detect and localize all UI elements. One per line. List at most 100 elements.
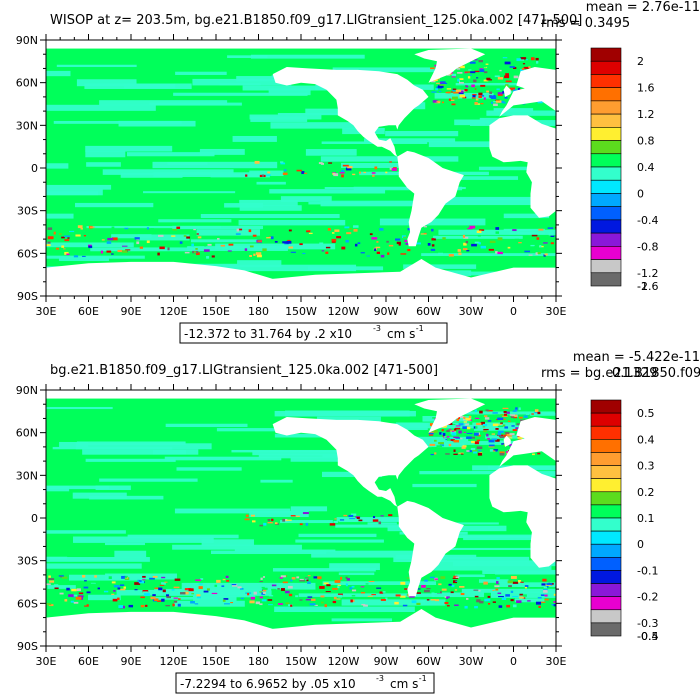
land-eurasia: [499, 67, 556, 117]
colorbar-swatch: [590, 74, 622, 88]
colorbar-label: 0.8: [637, 135, 655, 148]
lon-label: 0: [510, 305, 517, 318]
land-south-america: [397, 500, 464, 597]
colorbar-swatch: [590, 206, 622, 221]
colorbar-swatch: [590, 543, 622, 558]
colorbar-swatch: [590, 517, 622, 532]
colorbar-label: 2: [637, 55, 644, 68]
range-exponent: -3: [373, 324, 381, 333]
colorbar-swatch: [590, 557, 622, 571]
land-borneo: [668, 508, 682, 524]
lat-label: 30N: [16, 119, 38, 132]
panel-title: WISOP at z= 203.5m, bg.e21.B1850.f09_g17…: [50, 13, 582, 28]
lon-label: 30E: [546, 305, 567, 318]
colorbar-label: -0.4: [637, 214, 658, 227]
colorbar-swatch: [590, 425, 622, 440]
range-box-frame: [179, 322, 448, 344]
colorbar-swatch: [590, 412, 622, 427]
land-mask: [46, 398, 700, 646]
colorbar-label: 0.2: [637, 486, 655, 499]
lon-label: 60E: [78, 655, 99, 668]
land-antarctica: [46, 609, 556, 646]
land-madagascar: [574, 537, 584, 554]
lon-label: 180: [248, 655, 269, 668]
colorbar-swatch: [590, 113, 622, 128]
colorbar-label: 0.4: [637, 433, 655, 446]
rms-stat: rms = 0.3495: [541, 16, 630, 31]
land-north-america: [272, 67, 429, 157]
colorbar: 2 1.6 1.2 0.8 0.4 0 -0.4 -0.8 -1.2-1.6-2: [590, 47, 658, 293]
lat-label: 0: [31, 512, 38, 525]
colorbar-swatch: [590, 60, 622, 75]
colorbar-swatch: [590, 219, 622, 234]
colorbar-swatch: [590, 583, 622, 597]
colorbar-swatch: [590, 465, 622, 479]
map-plot-area: [46, 40, 682, 296]
lon-label: 90E: [121, 655, 142, 668]
colorbar-label: 0: [637, 187, 644, 200]
lon-axis: 30E 60E 90E 120E 150E 180 150W 120W 90W 60W 30W 0 30…: [36, 34, 567, 318]
land-greenland: [414, 398, 486, 433]
lon-label: 30W: [459, 305, 484, 318]
lon-label: 90E: [121, 305, 142, 318]
lat-label: 90S: [17, 640, 38, 653]
map-panel-bottom: 90N 60N 30N 0 30S 60S 90S 30E 60E 90E 120E 150E 180 1…: [16, 350, 700, 694]
range-exponent: -3: [376, 674, 384, 683]
land-greenland: [414, 48, 486, 83]
colorbar-swatch: [590, 439, 622, 453]
ocean-speckles: [46, 57, 556, 259]
colorbar-label: 1.6: [637, 82, 655, 95]
lon-label: 30E: [546, 655, 567, 668]
lon-label: 30E: [36, 655, 57, 668]
lat-label: 90S: [17, 290, 38, 303]
range-label: -12.372 to 31.764 by .2 x10: [184, 327, 352, 341]
range-units: cm s: [387, 327, 415, 341]
colorbar-label: 0.1: [637, 512, 655, 525]
land-australia: [675, 534, 700, 572]
land-north-america: [272, 417, 429, 507]
colorbar-swatch: [590, 127, 622, 141]
colorbar-swatch: [590, 153, 622, 168]
colorbar-label: 0: [637, 538, 644, 551]
colorbar-label: -0.4: [637, 630, 658, 643]
colorbar-label: -0.1: [637, 564, 658, 577]
lon-label: 180: [248, 305, 269, 318]
colorbar-swatch: [590, 272, 622, 287]
colorbar-label: -0.3: [637, 617, 658, 630]
land-africa: [489, 115, 556, 218]
contour-range-box: -12.372 to 31.764 by .2 x10 -3 cm s -1: [179, 322, 448, 344]
colorbar-swatch: [590, 87, 622, 102]
land-eurasia: [499, 417, 556, 467]
lon-label: 60W: [416, 655, 441, 668]
colorbar-swatch: [590, 246, 622, 260]
lon-label: 120E: [160, 655, 188, 668]
colorbar-swatch: [590, 140, 622, 155]
range-label: -7.2294 to 6.9652 by .05 x10: [180, 677, 356, 691]
polar-blank: [46, 390, 556, 399]
lon-label: 120W: [328, 305, 360, 318]
colorbar-swatch: [590, 47, 622, 62]
colorbar-swatch: [590, 609, 622, 624]
colorbar: 0.5 0.4 0.3 0.2 0.1 0 -0.1 -0.2 -0.3-0.4-0.5: [590, 399, 658, 643]
colorbar-swatch: [590, 491, 622, 506]
colorbar-label: -0.2: [637, 591, 658, 604]
land-borneo: [668, 158, 682, 174]
map-plot-area: [46, 390, 700, 646]
land-uk: [503, 85, 511, 97]
panel-title: bg.e21.B1850.f09_g17.LIGtransient_125.0k…: [50, 363, 438, 378]
colorbar-label: 1.2: [637, 108, 655, 121]
lon-label: 150W: [285, 305, 317, 318]
colorbar-swatch: [590, 179, 622, 194]
colorbar-label: -1.2: [637, 267, 658, 280]
colorbar-swatch: [590, 166, 622, 181]
lat-label: 90N: [16, 34, 38, 47]
lon-label: 150W: [285, 655, 317, 668]
lon-label: 150E: [202, 305, 230, 318]
lon-label: 150E: [202, 655, 230, 668]
lat-label: 30S: [17, 205, 38, 218]
rms-value: 0.1329: [612, 366, 658, 381]
colorbar-label: -1.6: [637, 280, 658, 293]
lat-label: 30N: [16, 469, 38, 482]
colorbar-label: 0.5: [637, 407, 655, 420]
contour-range-box: -7.2294 to 6.9652 by .05 x10 -3 cm s -1: [175, 672, 435, 694]
